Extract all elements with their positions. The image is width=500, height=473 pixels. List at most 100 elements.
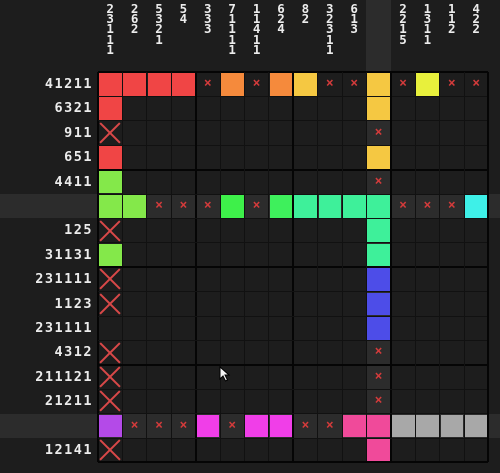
cross-mark-icon[interactable]: × xyxy=(374,393,383,409)
filled-cell[interactable] xyxy=(465,195,488,218)
cross-mark-icon[interactable]: × xyxy=(325,417,334,433)
column-clue-number: 1 xyxy=(228,21,236,37)
large-cross-mark-icon[interactable] xyxy=(98,292,122,316)
cross-mark-icon[interactable]: × xyxy=(179,198,188,213)
cross-mark-icon[interactable]: × xyxy=(374,124,383,140)
filled-cell[interactable] xyxy=(343,195,366,218)
cross-mark-icon[interactable]: × xyxy=(155,198,163,213)
large-cross-mark-icon[interactable] xyxy=(98,438,122,462)
filled-cell[interactable] xyxy=(367,195,391,218)
column-clue-number: 2 xyxy=(130,21,139,37)
filled-cell[interactable] xyxy=(367,243,391,267)
filled-cell[interactable] xyxy=(99,414,122,438)
filled-cell[interactable] xyxy=(99,97,122,121)
column-clue-number: 1 xyxy=(326,31,334,47)
large-cross-mark-icon[interactable] xyxy=(98,218,122,242)
column-clue-number: 2 xyxy=(472,21,480,37)
cross-mark-icon[interactable]: × xyxy=(228,417,237,433)
filled-cell[interactable] xyxy=(416,73,440,96)
cross-mark-icon[interactable]: × xyxy=(447,198,456,213)
filled-cell[interactable] xyxy=(416,414,440,438)
column-clue-number: 1 xyxy=(252,31,261,47)
filled-cell[interactable] xyxy=(196,414,220,438)
filled-cell[interactable] xyxy=(99,170,122,194)
column-clue-number: 1 xyxy=(423,21,432,37)
filled-cell[interactable] xyxy=(367,219,391,243)
filled-cell[interactable] xyxy=(269,195,293,218)
filled-cell[interactable] xyxy=(440,414,464,438)
filled-cell[interactable] xyxy=(367,97,391,121)
column-clue-number: 2 xyxy=(130,1,139,16)
cross-mark-icon[interactable]: × xyxy=(423,198,432,213)
filled-cell[interactable] xyxy=(465,414,488,438)
filled-cell[interactable] xyxy=(123,195,147,218)
row-clue: 4312 xyxy=(54,344,93,361)
grid-line xyxy=(98,291,489,293)
filled-cell[interactable] xyxy=(123,73,147,96)
filled-cell[interactable] xyxy=(269,414,293,438)
filled-cell[interactable] xyxy=(367,414,391,438)
large-cross-mark-icon[interactable] xyxy=(98,340,122,364)
column-clue-number: 1 xyxy=(228,11,236,27)
filled-cell[interactable] xyxy=(99,73,122,96)
large-cross-mark-icon[interactable] xyxy=(98,267,122,291)
cross-mark-icon[interactable]: × xyxy=(252,198,261,213)
cross-mark-icon[interactable]: × xyxy=(350,76,359,91)
column-clue-number: 3 xyxy=(326,1,334,16)
cross-mark-icon[interactable]: × xyxy=(374,344,383,360)
filled-cell[interactable] xyxy=(99,195,122,218)
cross-mark-icon[interactable]: × xyxy=(447,76,456,91)
column-clue-number: 3 xyxy=(204,1,212,16)
filled-cell[interactable] xyxy=(367,292,391,316)
cross-mark-icon[interactable]: × xyxy=(179,417,188,433)
filled-cell[interactable] xyxy=(221,195,244,218)
filled-cell[interactable] xyxy=(343,414,366,438)
filled-cell[interactable] xyxy=(221,73,244,96)
filled-cell[interactable] xyxy=(294,73,318,96)
cross-mark-icon[interactable]: × xyxy=(325,76,334,91)
cross-mark-icon[interactable]: × xyxy=(374,173,383,189)
filled-cell[interactable] xyxy=(367,73,391,96)
cross-mark-icon[interactable]: × xyxy=(472,76,481,91)
filled-cell[interactable] xyxy=(269,73,293,96)
filled-cell[interactable] xyxy=(367,439,391,462)
filled-cell[interactable] xyxy=(172,73,196,96)
filled-cell[interactable] xyxy=(99,146,122,170)
large-cross-mark-icon[interactable] xyxy=(98,365,122,389)
cross-mark-icon[interactable]: × xyxy=(374,368,383,384)
column-clue-number: 6 xyxy=(277,1,285,16)
cross-mark-icon[interactable]: × xyxy=(399,76,407,91)
filled-cell[interactable] xyxy=(367,317,391,340)
grid-line xyxy=(414,72,416,463)
filled-cell[interactable] xyxy=(294,195,318,218)
column-clue-number: 4 xyxy=(252,21,261,37)
column-clue-number: 1 xyxy=(252,41,261,57)
column-clue-number: 5 xyxy=(155,1,163,16)
row-clue: 911 xyxy=(64,124,93,141)
large-cross-mark-icon[interactable] xyxy=(98,389,122,413)
cross-mark-icon[interactable]: × xyxy=(130,417,139,433)
filled-cell[interactable] xyxy=(367,146,391,170)
filled-cell[interactable] xyxy=(99,243,122,267)
row-clue: 1123 xyxy=(54,295,93,312)
filled-cell[interactable] xyxy=(367,268,391,292)
cross-mark-icon[interactable]: × xyxy=(252,76,261,91)
column-clue-number: 3 xyxy=(423,11,432,27)
cross-mark-icon[interactable]: × xyxy=(399,198,407,213)
cross-mark-icon[interactable]: × xyxy=(203,76,212,91)
column-clue-number: 3 xyxy=(106,11,114,27)
row-clue: 231111 xyxy=(35,271,93,288)
filled-cell[interactable] xyxy=(245,414,269,438)
filled-cell[interactable] xyxy=(391,414,415,438)
column-clue-number: 4 xyxy=(179,11,188,27)
filled-cell[interactable] xyxy=(147,73,171,96)
filled-cell[interactable] xyxy=(318,195,342,218)
column-clue-number: 1 xyxy=(106,41,114,57)
cross-mark-icon[interactable]: × xyxy=(155,417,163,433)
column-clue-number: 1 xyxy=(252,1,261,16)
cross-mark-icon[interactable]: × xyxy=(203,198,212,213)
column-clue-number: 1 xyxy=(399,21,407,37)
large-cross-mark-icon[interactable] xyxy=(98,121,122,145)
cross-mark-icon[interactable]: × xyxy=(301,417,310,433)
